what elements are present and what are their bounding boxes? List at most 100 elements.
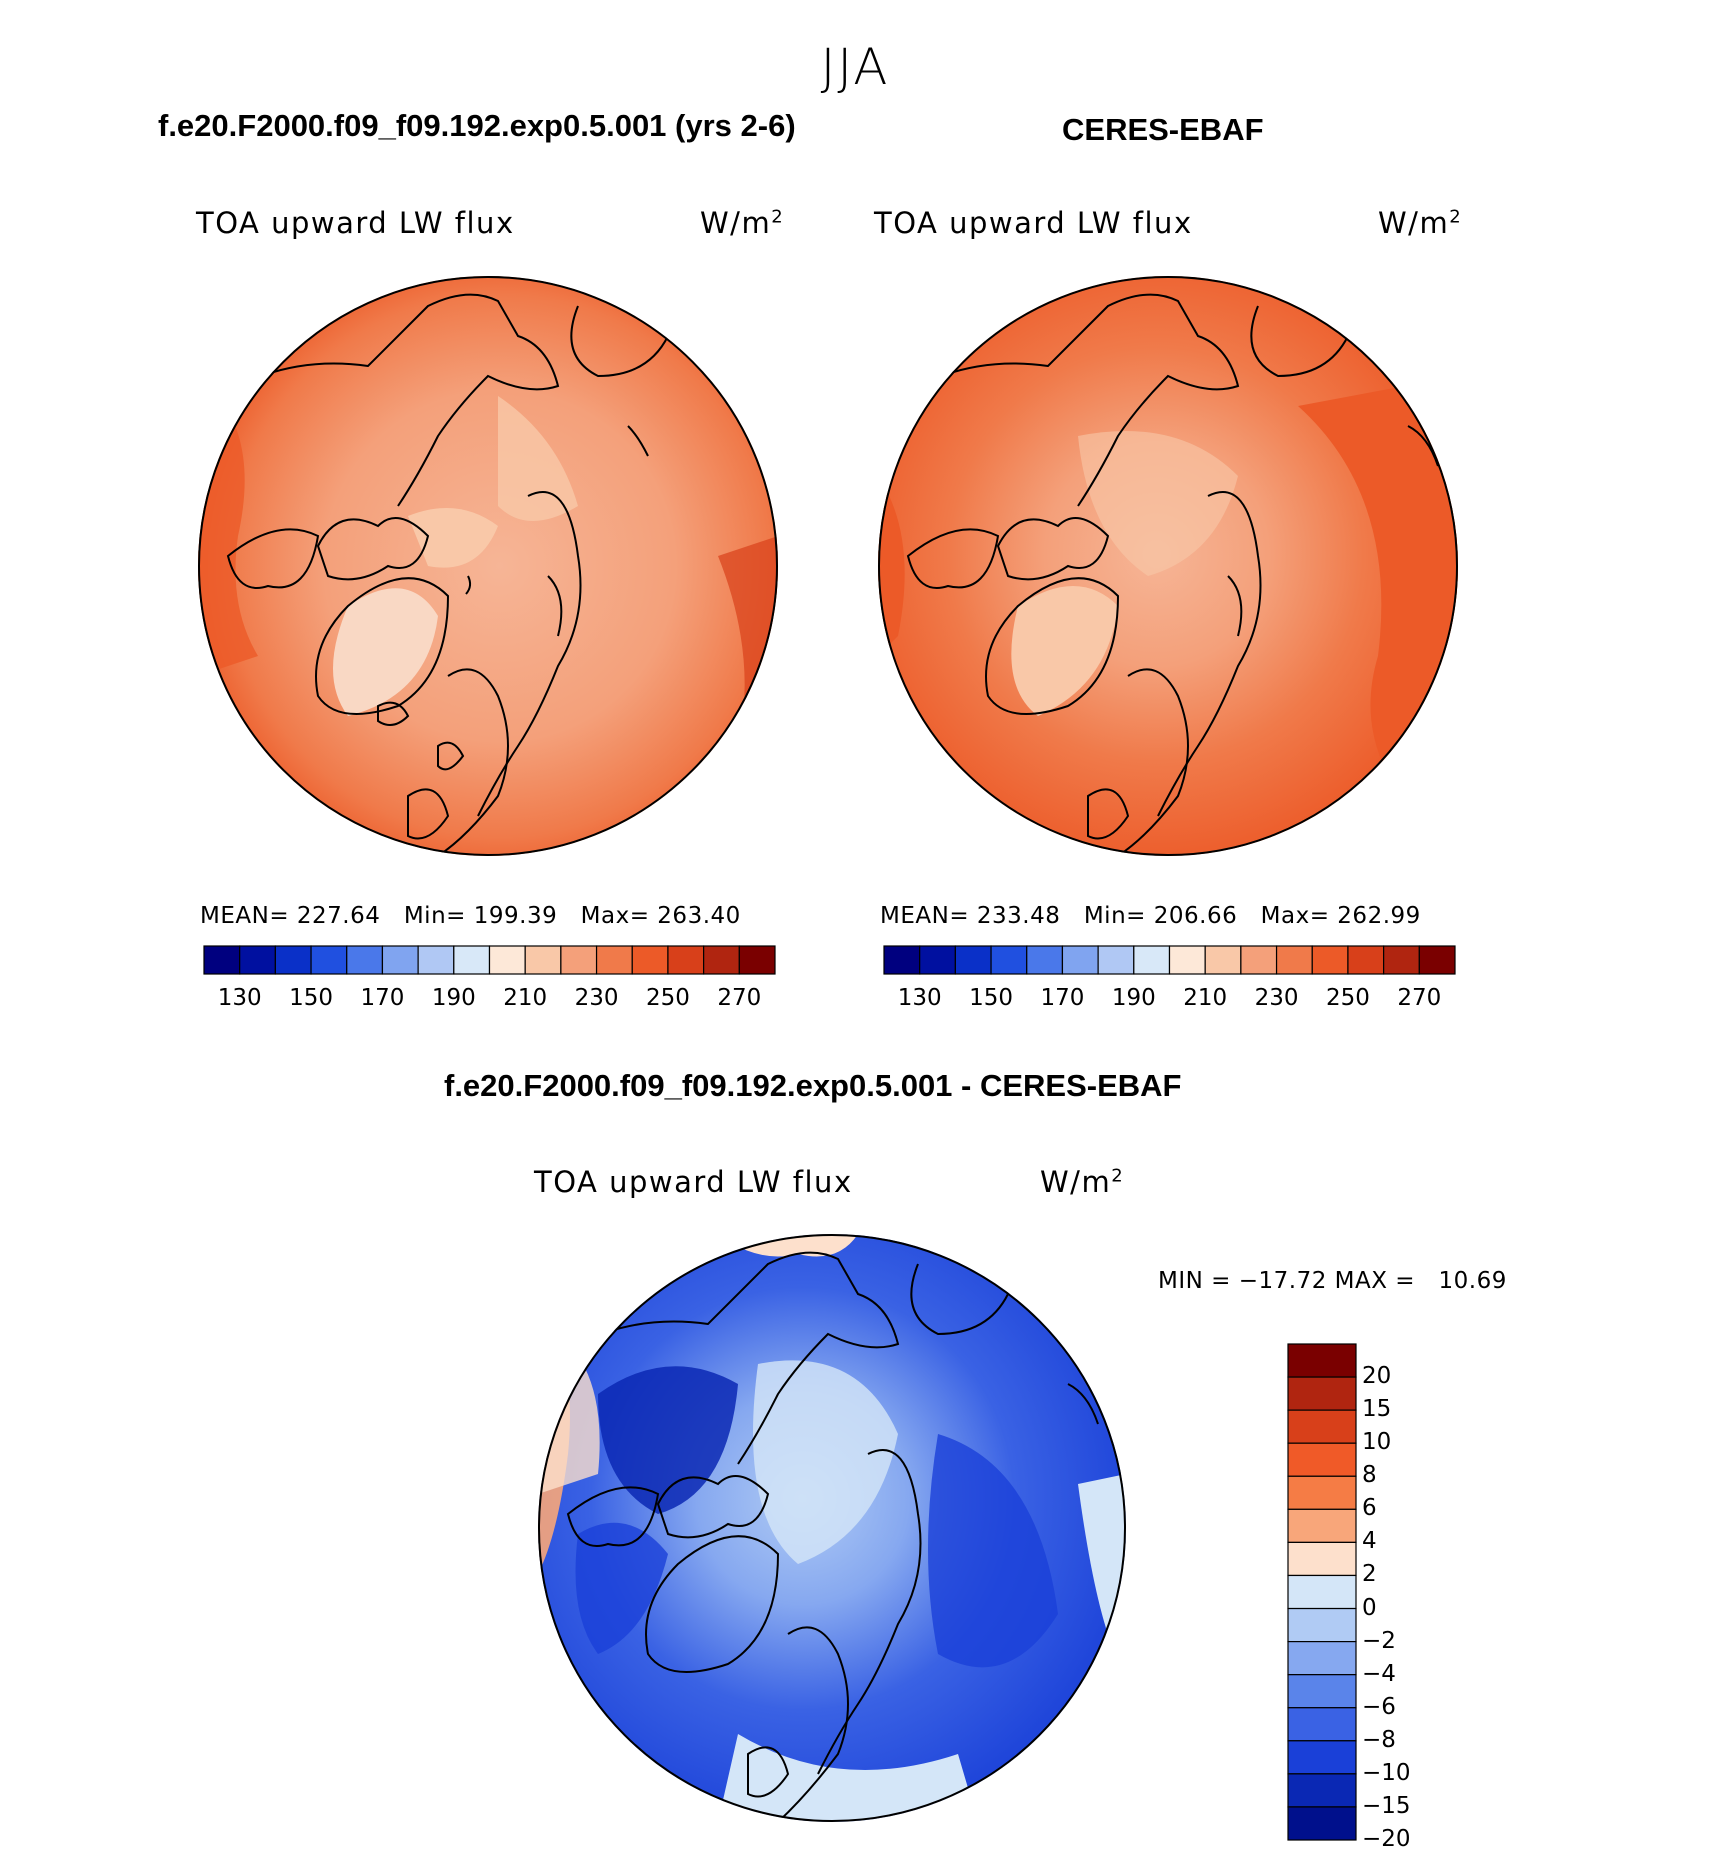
diff-panel-colorbar-tick-label: −4 <box>1362 1660 1396 1687</box>
panel-1-colorbar-box <box>453 945 491 975</box>
panel-1-units: W/m2 <box>700 206 785 240</box>
diff-panel-colorbar-tick-label: 0 <box>1362 1594 1377 1621</box>
panel-1-colorbar-tick-label: 250 <box>645 985 690 1011</box>
panel-1-colorbar-box <box>738 945 776 975</box>
panel-2-colorbar-box <box>1311 945 1349 975</box>
panel-2-colorbar-tick-label: 150 <box>969 985 1014 1011</box>
panel-1-colorbar-tick-label: 230 <box>574 985 619 1011</box>
panel-1-colorbar-tick-label: 170 <box>360 985 405 1011</box>
panel-2-colorbar-ticks: 130 150 170 190 210 230 250 270 <box>884 985 1455 1015</box>
diff-panel-colorbar-tick-label: −8 <box>1362 1726 1396 1753</box>
diff-panel-colorbar-box <box>1287 1740 1357 1775</box>
panel-1-variable: TOA upward LW flux <box>196 206 515 240</box>
panel-1-colorbar-tick-label: 210 <box>503 985 548 1011</box>
diff-panel-colorbar-box <box>1287 1674 1357 1709</box>
panel-2-variable: TOA upward LW flux <box>874 206 1193 240</box>
panel-2-colorbar-box <box>1240 945 1278 975</box>
panel-1-colorbar-box <box>524 945 562 975</box>
panel-1-colorbar-tick-label: 270 <box>717 985 762 1011</box>
diff-panel-colorbar-box <box>1287 1574 1357 1610</box>
diff-panel-colorbar-tick-label: −15 <box>1362 1792 1411 1819</box>
panel-2-colorbar-box <box>1168 945 1206 975</box>
panel-2-colorbar-tick-label: 130 <box>897 985 942 1011</box>
panel-2-colorbar-box <box>919 945 956 975</box>
panel-2-colorbar <box>883 945 1456 975</box>
panel-2-colorbar-box <box>1133 945 1171 975</box>
diff-panel-colorbar-box <box>1287 1376 1357 1411</box>
diff-panel-colorbar-box <box>1287 1508 1357 1543</box>
diff-panel-units: W/m2 <box>1040 1165 1125 1199</box>
diff-panel-colorbar-tick-label: 2 <box>1362 1561 1377 1588</box>
diff-panel-colorbar-tick-label: −6 <box>1362 1693 1396 1720</box>
diff-panel-variable: TOA upward LW flux <box>534 1165 853 1199</box>
panel-1-colorbar-ticks: 130 150 170 190 210 230 250 270 <box>204 985 775 1015</box>
diff-panel-colorbar-box <box>1287 1475 1357 1510</box>
panel-1-colorbar-tick-label: 190 <box>431 985 476 1011</box>
panel-1-colorbar-box <box>381 945 419 975</box>
diff-panel-colorbar-tick-label: 6 <box>1362 1495 1377 1522</box>
diff-panel-colorbar-ticks: 20 15 10 8 6 4 2 0 −2 −4 −6 −8 −10 −15 −20 <box>1362 1344 1482 1852</box>
panel-1-colorbar-box <box>203 945 241 975</box>
panel-1-colorbar-box <box>631 945 669 975</box>
diff-panel-colorbar-box <box>1287 1707 1357 1742</box>
diff-panel-colorbar-box <box>1287 1409 1357 1444</box>
panel-2-colorbar-box <box>1383 945 1420 975</box>
diff-panel-colorbar-box <box>1287 1806 1357 1841</box>
panel-2-colorbar-box <box>1097 945 1135 975</box>
panel-1-stats: MEAN= 227.64 Min= 199.39 Max= 263.40 <box>200 903 741 929</box>
panel-1-colorbar-tick-label: 150 <box>289 985 334 1011</box>
figure-title: JJA <box>820 38 890 96</box>
panel-2-title: CERES-EBAF <box>1062 112 1264 147</box>
diff-panel-colorbar-box <box>1287 1607 1357 1643</box>
diff-panel-colorbar-tick-label: 4 <box>1362 1528 1377 1555</box>
diff-panel-colorbar-tick-label: −2 <box>1362 1627 1396 1654</box>
diff-panel-colorbar-box <box>1287 1343 1357 1378</box>
panel-1-colorbar-tick-label: 130 <box>217 985 262 1011</box>
panel-2-colorbar-box <box>954 945 992 975</box>
panel-2-colorbar-box <box>1418 945 1456 975</box>
panel-2-colorbar-tick-label: 210 <box>1183 985 1228 1011</box>
panel-2-colorbar-tick-label: 270 <box>1397 985 1442 1011</box>
panel-1-colorbar-box <box>488 945 526 975</box>
panel-1-colorbar-box <box>346 945 384 975</box>
diff-panel-colorbar-box <box>1287 1541 1357 1577</box>
panel-1-colorbar-box <box>595 945 633 975</box>
panel-1-colorbar-box <box>560 945 598 975</box>
diff-panel-colorbar-tick-label: 10 <box>1362 1429 1392 1456</box>
diff-panel-colorbar <box>1287 1343 1357 1841</box>
diff-panel-colorbar-tick-label: −20 <box>1362 1826 1411 1852</box>
panel-2-colorbar-tick-label: 250 <box>1325 985 1370 1011</box>
panel-1-colorbar <box>203 945 776 975</box>
panel-1-colorbar-box <box>239 945 276 975</box>
diff-panel-colorbar-box <box>1287 1773 1357 1808</box>
diff-panel-colorbar-tick-label: 8 <box>1362 1462 1377 1489</box>
panel-1-colorbar-box <box>667 945 705 975</box>
panel-2-colorbar-box <box>1026 945 1064 975</box>
panel-2-polar-map <box>878 276 1458 856</box>
diff-panel-colorbar-tick-label: −10 <box>1362 1759 1411 1786</box>
panel-2-stats: MEAN= 233.48 Min= 206.66 Max= 262.99 <box>880 903 1421 929</box>
diff-panel-colorbar-tick-label: 20 <box>1362 1363 1392 1390</box>
panel-1-colorbar-box <box>274 945 312 975</box>
panel-2-colorbar-tick-label: 170 <box>1040 985 1085 1011</box>
panel-2-colorbar-tick-label: 230 <box>1254 985 1299 1011</box>
panel-2-colorbar-box <box>1204 945 1242 975</box>
panel-2-colorbar-box <box>1061 945 1099 975</box>
diff-panel-colorbar-box <box>1287 1442 1357 1477</box>
panel-2-colorbar-box <box>1347 945 1385 975</box>
diff-panel-polar-map <box>538 1234 1126 1822</box>
panel-1-colorbar-box <box>417 945 455 975</box>
panel-2-colorbar-box <box>1275 945 1313 975</box>
panel-2-colorbar-box <box>883 945 921 975</box>
diff-panel-title: f.e20.F2000.f09_f09.192.exp0.5.001 - CER… <box>444 1068 1182 1103</box>
panel-1-colorbar-box <box>310 945 348 975</box>
panel-1-title: f.e20.F2000.f09_f09.192.exp0.5.001 (yrs … <box>158 108 796 143</box>
diff-panel-colorbar-tick-label: 15 <box>1362 1396 1392 1423</box>
panel-2-colorbar-box <box>990 945 1028 975</box>
panel-1-polar-map <box>198 276 778 856</box>
panel-2-colorbar-tick-label: 190 <box>1111 985 1156 1011</box>
diff-panel-colorbar-box <box>1287 1641 1357 1676</box>
diff-panel-minmax: MIN = −17.72 MAX = 10.69 <box>1158 1268 1507 1294</box>
panel-1-colorbar-box <box>703 945 740 975</box>
panel-2-units: W/m2 <box>1378 206 1463 240</box>
